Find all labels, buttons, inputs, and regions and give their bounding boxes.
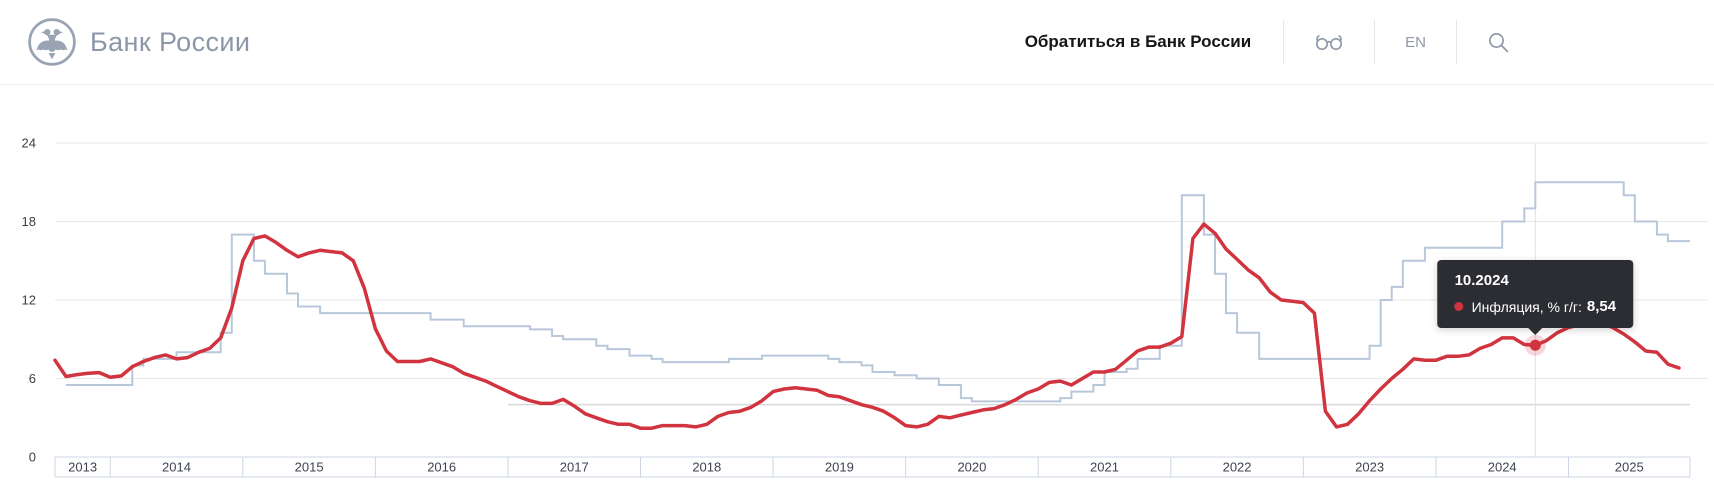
inflation-line[interactable]: [53, 222, 1681, 430]
y-axis-tick-label: 6: [29, 371, 36, 386]
x-axis-band: 2013 2014 2015 2016 2017 2018 2019 2020 2021 2022…: [54, 456, 1691, 478]
eyeglasses-icon: [1316, 35, 1343, 51]
bank-logo-text: Банк России: [90, 26, 251, 57]
accessibility-version-button[interactable]: [1314, 31, 1344, 53]
y-axis-tick-label: 0: [29, 450, 36, 465]
header-divider: [1456, 20, 1457, 64]
x-axis-year-label: 2013: [68, 460, 97, 475]
language-toggle-en[interactable]: EN: [1405, 33, 1426, 51]
x-axis-year-label: 2021: [1090, 460, 1119, 475]
header-actions: Обратиться в Банк России EN: [1025, 20, 1540, 64]
x-axis-year-label: 2015: [295, 460, 324, 475]
tooltip-value: 8,54: [1586, 298, 1617, 316]
bank-logo[interactable]: Банк России: [27, 17, 250, 67]
bank-of-russia-eagle-icon: [28, 18, 76, 66]
x-axis-year-label: 2025: [1615, 460, 1644, 475]
y-axis-tick-label: 12: [22, 293, 36, 308]
header-divider: [1283, 20, 1285, 64]
x-axis-year-label: 2019: [825, 460, 854, 475]
series-bullet-icon: [1454, 302, 1464, 312]
y-axis-tick-label: 24: [22, 136, 36, 151]
x-axis-year-label: 2023: [1355, 460, 1384, 475]
header-divider: [1374, 20, 1376, 64]
search-button[interactable]: [1487, 31, 1510, 54]
y-axis-labels: 0 6 12 18 24: [22, 136, 36, 465]
x-axis-year-label: 2022: [1223, 460, 1252, 475]
contact-link[interactable]: Обратиться в Банк России: [1024, 32, 1252, 51]
x-axis-year-label: 2020: [957, 460, 986, 475]
tooltip-series-label: Инфляция, % г/г:: [1471, 298, 1582, 315]
x-axis-year-label: 2018: [692, 460, 721, 475]
chart-tooltip: 10.2024 Инфляция, % г/г: 8,54: [1437, 260, 1634, 336]
x-axis-year-label: 2017: [560, 460, 589, 475]
x-axis-year-label: 2016: [427, 460, 456, 475]
hover-marker-dot[interactable]: [1529, 339, 1541, 351]
x-axis-year-label: 2024: [1488, 460, 1517, 475]
tooltip-series-row: Инфляция, % г/г: 8,54: [1454, 298, 1617, 316]
search-icon: [1489, 32, 1509, 52]
key-rate-step-line[interactable]: [66, 181, 1690, 403]
site-header: Банк России Обратиться в Банк России EN: [0, 0, 1714, 85]
x-axis-year-label: 2014: [162, 460, 191, 475]
tooltip-date: 10.2024: [1454, 272, 1509, 290]
y-axis-tick-label: 18: [22, 214, 36, 229]
chart-gridlines: [55, 142, 1708, 379]
